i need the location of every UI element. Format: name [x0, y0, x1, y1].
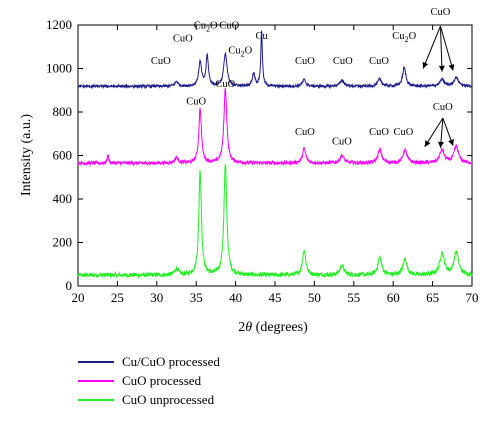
peak-label: CuO: [433, 102, 453, 113]
annotation-arrow: [424, 117, 444, 148]
legend-swatch: [78, 398, 114, 401]
annotation-arrow: [422, 25, 441, 69]
x-tick-label: 30: [150, 290, 163, 305]
y-tick-label: 1200: [46, 17, 72, 32]
annotation-arrow: [439, 25, 455, 71]
legend-swatch: [78, 360, 114, 363]
series-line-cuo-unprocessed: [77, 164, 473, 280]
plot-frame: [77, 24, 473, 287]
peak-label: CuO: [295, 56, 315, 67]
x-tick-label: 20: [72, 290, 85, 305]
legend-label: Cu/CuO processed: [122, 353, 220, 369]
x-tick-label: 55: [347, 290, 360, 305]
legend-item-cu-cuo-processed: Cu/CuO processed: [78, 352, 220, 371]
legend: Cu/CuO processed CuO processed CuO unpro…: [78, 352, 220, 409]
peak-label: CuO: [333, 56, 353, 67]
peak-label: Cu2O: [392, 31, 416, 44]
x-tick-label: 50: [308, 290, 321, 305]
x-tick-label: 25: [111, 290, 124, 305]
peak-label: CuO: [151, 56, 171, 67]
annotation-arrow: [437, 118, 444, 148]
x-tick-label: 45: [269, 290, 282, 305]
peak-label: Cu2O: [228, 45, 252, 58]
x-tick-label: 35: [190, 290, 203, 305]
peak-label: CuO: [332, 137, 352, 148]
y-tick-label: 1000: [46, 61, 72, 76]
peak-label: Cu: [255, 31, 268, 42]
peak-label: CuO: [369, 56, 389, 67]
legend-swatch: [78, 379, 114, 382]
x-tick-label: 70: [466, 290, 479, 305]
legend-item-cuo-unprocessed: CuO unprocessed: [78, 390, 220, 409]
x-tick-label: 60: [387, 290, 400, 305]
peak-label: CuO: [186, 96, 206, 107]
peak-label: CuO: [295, 127, 315, 138]
y-tick-label: 400: [53, 191, 73, 206]
series-line-cuo-processed: [77, 88, 473, 167]
plot-area: [77, 24, 473, 287]
series-layer: [77, 30, 473, 280]
peak-label: CuO: [431, 7, 451, 18]
y-tick-label: 600: [53, 148, 73, 163]
legend-item-cuo-processed: CuO processed: [78, 371, 220, 390]
peak-label: Cu2O: [194, 20, 218, 33]
x-axis-title: 2θ (degrees): [238, 320, 308, 335]
peak-label: CuO: [173, 33, 193, 44]
annotation-arrow: [438, 26, 445, 72]
legend-label: CuO unprocessed: [122, 391, 215, 407]
peak-label: CuO: [219, 20, 239, 31]
y-tick-label: 0: [66, 278, 73, 293]
axis-layer: 20 25 30 35 40 45 50 55 60 65 70 0 200 400 600 800 1000 1…: [46, 17, 479, 305]
x-tick-label: 65: [426, 290, 439, 305]
legend-label: CuO processed: [122, 372, 202, 388]
y-tick-label: 200: [53, 235, 73, 250]
series-line-cu-cuo-processed: [77, 30, 473, 90]
peak-label: CuO: [394, 127, 414, 138]
peak-label: CuO: [215, 79, 235, 90]
peak-label: CuO: [369, 127, 389, 138]
x-tick-label: 40: [229, 290, 242, 305]
y-tick-label: 800: [53, 104, 73, 119]
y-axis-title: Intensity (a.u.): [19, 114, 34, 196]
annotation-arrow: [442, 117, 454, 146]
